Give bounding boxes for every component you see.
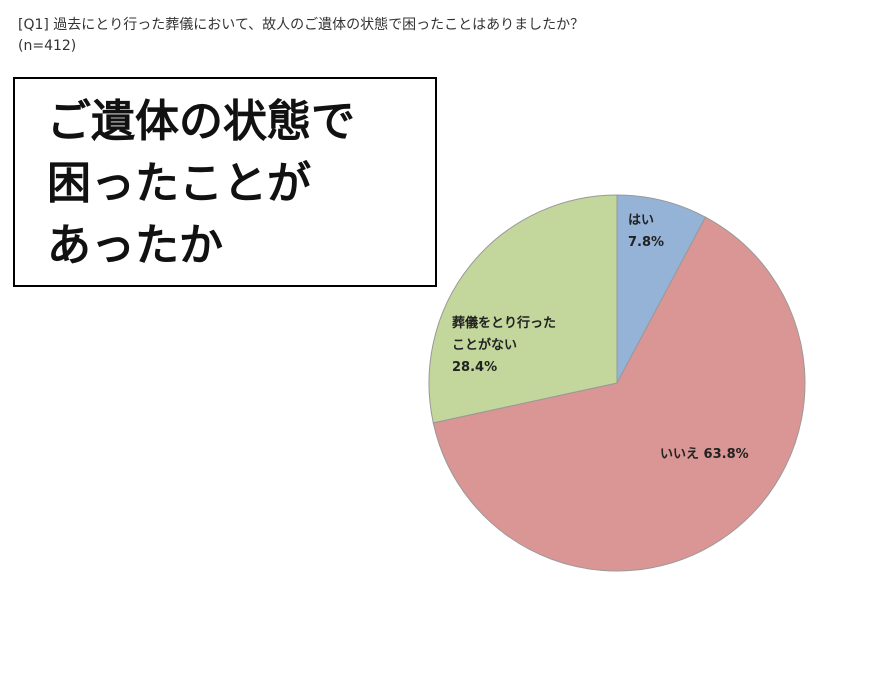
pie-slice — [616, 194, 707, 384]
value-label: 7.8% — [628, 235, 665, 250]
slice-label: 葬儀をとり行ったことがない 28.4% — [452, 313, 564, 379]
category-label: いいえ — [660, 447, 700, 462]
pie-slice — [432, 216, 806, 572]
pie-slice — [428, 194, 618, 424]
slice-label: はい 7.8% — [628, 210, 688, 254]
value-label: 63.8% — [703, 447, 749, 462]
chart-title: [Q1] 過去にとり行った葬儀において、故人のご遺体の状態で困ったことはありまし… — [18, 17, 585, 33]
category-label: 葬儀をとり行ったことがない — [452, 316, 557, 353]
annotation-line: ご遺体の状態で — [47, 96, 355, 147]
value-label: 28.4% — [452, 360, 498, 375]
slice-label: いいえ 63.8% — [660, 444, 820, 466]
annotation-box: ご遺体の状態で 困ったことが あったか — [13, 77, 437, 287]
annotation-line: 困ったことが — [47, 158, 311, 209]
category-label: はい — [628, 213, 655, 228]
annotation-line: あったか — [47, 220, 223, 271]
chart-subtitle: (n=412) — [18, 38, 77, 54]
